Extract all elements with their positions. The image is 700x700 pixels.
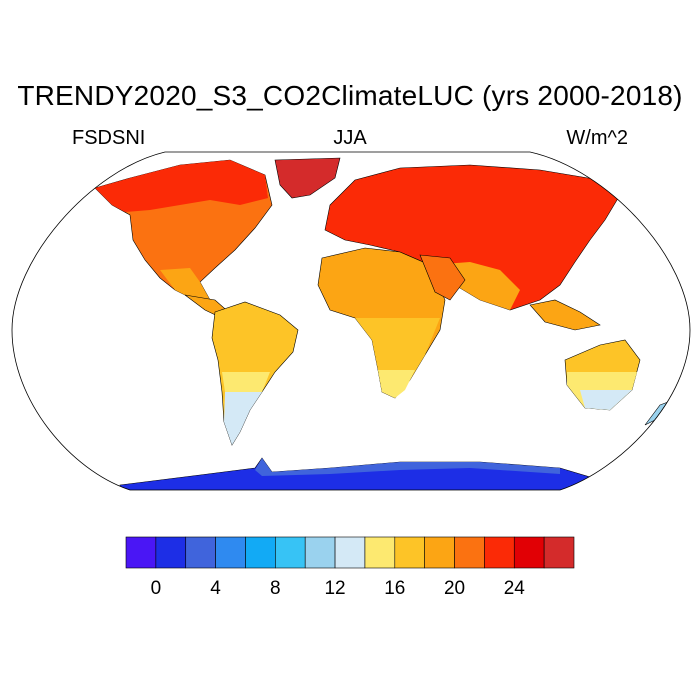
colorbar-tick-label: 20	[444, 578, 465, 599]
colorbar-tick-label: 16	[384, 578, 405, 599]
colorbar-swatch	[245, 536, 276, 569]
land-se-asia	[529, 299, 601, 331]
land-eurasia	[324, 164, 621, 311]
colorbar-tick-label: 0	[151, 578, 162, 599]
land-africa-cape	[378, 370, 415, 398]
land-patagonia	[224, 392, 262, 445]
colorbar-swatch	[364, 536, 396, 569]
colorbar-tick-label: 8	[270, 578, 281, 599]
land-north-america-north	[95, 160, 268, 212]
units-label: W/m^2	[566, 127, 628, 149]
colorbar-swatch	[125, 536, 157, 569]
variable-label: FSDSNI	[72, 127, 146, 149]
land-new-zealand	[644, 401, 669, 426]
colorbar-swatch	[155, 536, 187, 569]
colorbar-tick-label: 4	[210, 578, 221, 599]
colorbar-swatch	[394, 536, 425, 569]
colorbar-swatch	[513, 536, 545, 569]
colorbar-tick-label: 12	[324, 578, 345, 599]
land-arabia	[419, 254, 466, 301]
map-land	[94, 157, 669, 490]
colorbar-swatch	[215, 536, 246, 569]
map-title: TRENDY2020_S3_CO2ClimateLUC (yrs 2000-20…	[17, 80, 683, 111]
colorbar-swatch	[304, 536, 336, 569]
globe-outline	[11, 151, 691, 491]
land-north-america-south	[160, 268, 210, 300]
land-africa-south	[355, 318, 440, 398]
colorbar-swatch	[454, 536, 485, 569]
land-australia-southeast	[580, 390, 632, 410]
colorbar-swatch	[275, 536, 306, 569]
season-label: JJA	[333, 127, 367, 149]
colorbar-swatch	[484, 536, 515, 569]
colorbar-swatch	[334, 536, 366, 569]
land-antarctica-coast	[255, 458, 560, 476]
colorbar: 0 4 8 12 16 20 24	[125, 536, 575, 599]
colorbar-swatch	[185, 536, 216, 569]
land-greenland	[274, 157, 341, 199]
land-south-america-cool	[222, 372, 270, 392]
land-antarctica	[119, 457, 601, 490]
colorbar-swatch	[424, 536, 455, 569]
colorbar-tick-label: 24	[504, 578, 526, 599]
colorbar-swatch	[543, 536, 575, 569]
